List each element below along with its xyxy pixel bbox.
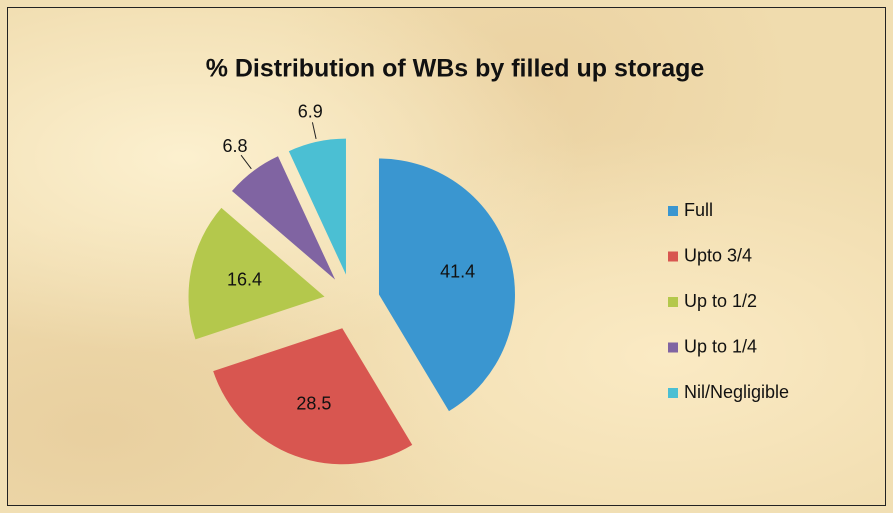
data-label: 28.5: [296, 394, 331, 414]
data-label: 6.8: [223, 136, 248, 156]
pie-slice: [378, 158, 515, 412]
pie-slice: [188, 207, 325, 340]
chart-title: % Distribution of WBs by filled up stora…: [206, 55, 705, 83]
legend-swatch: [668, 206, 678, 216]
legend-label: Up to 1/4: [684, 336, 757, 356]
legend-label: Nil/Negligible: [684, 382, 789, 402]
legend-label: Up to 1/2: [684, 291, 757, 311]
data-label: 41.4: [440, 261, 475, 281]
legend-swatch: [668, 342, 678, 353]
pie-slice: [213, 328, 413, 465]
legend-swatch: [668, 297, 678, 307]
data-label: 6.9: [298, 101, 323, 121]
legend-swatch: [668, 251, 678, 262]
data-label: 16.4: [227, 270, 262, 290]
legend-label: Full: [684, 200, 713, 220]
pie-slice: [231, 156, 336, 280]
leader-line: [240, 154, 252, 170]
legend-label: Upto 3/4: [684, 245, 752, 265]
legend-swatch: [668, 388, 678, 398]
leader-line: [311, 122, 317, 140]
pie-slice: [288, 138, 346, 275]
